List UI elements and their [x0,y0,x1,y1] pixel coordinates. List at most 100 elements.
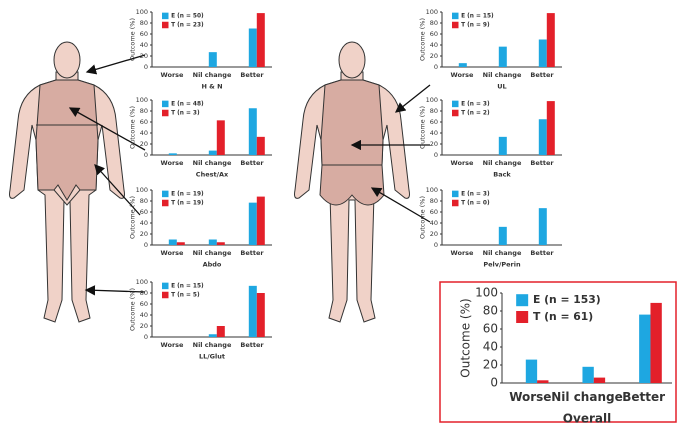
bar [546,13,555,68]
y-axis-label: Outcome (%) [419,106,427,149]
x-tick-label: Better [240,249,264,257]
bar [216,120,225,155]
y-tick-label: 40 [430,219,438,227]
y-tick-label: 0 [434,63,438,71]
x-axis-label: Abdo [203,261,222,269]
y-axis-label: Outcome (%) [459,298,473,377]
x-axis-label: LL/Glut [199,353,225,361]
y-tick-label: 0 [434,151,438,159]
legend-label: E (n = 3) [461,191,490,197]
y-tick-label: 40 [140,129,148,137]
legend-swatch [162,100,169,108]
x-tick-label: Better [530,249,554,257]
y-tick-label: 40 [483,340,498,354]
y-tick-label: 60 [430,30,438,38]
bar [458,63,467,67]
y-tick-label: 60 [430,118,438,126]
y-tick-label: 100 [136,186,148,194]
x-tick-label: Worse [509,390,551,404]
legend-swatch [162,282,169,290]
bar [248,202,257,245]
legend-swatch [452,12,459,20]
bar [537,380,549,383]
y-tick-label: 20 [430,52,438,60]
legend-swatch [452,21,459,29]
bar [216,326,225,337]
x-tick-label: Better [622,390,665,404]
bar [498,136,507,155]
bar [639,314,651,383]
y-tick-label: 80 [430,19,438,27]
bar [248,108,257,155]
y-tick-label: 40 [140,41,148,49]
y-tick-label: 0 [144,63,148,71]
bar [208,334,217,337]
y-tick-label: 0 [434,241,438,249]
x-tick-label: Nil change [483,159,522,167]
y-tick-label: 100 [426,96,438,104]
x-axis-label: Pelv/Perin [483,261,521,269]
y-tick-label: 100 [136,278,148,286]
overall-frame [439,281,677,423]
legend-label: T (n = 9) [461,23,490,29]
x-axis-label: Back [493,171,511,179]
x-tick-label: Nil change [193,159,232,167]
bar [256,136,265,155]
legend-label: E (n = 3) [461,101,490,107]
y-tick-label: 100 [426,8,438,16]
x-tick-label: Worse [451,71,474,79]
legend-label: E (n = 153) [533,293,601,306]
y-tick-label: 60 [140,118,148,126]
legend-swatch [452,190,459,198]
legend-swatch [516,311,529,323]
bar [208,239,217,245]
x-tick-label: Worse [161,249,184,257]
y-axis-label: Outcome (%) [129,196,137,239]
y-tick-label: 80 [140,289,148,297]
bar [168,239,177,245]
y-tick-label: 80 [140,19,148,27]
y-tick-label: 0 [144,241,148,249]
bar [650,302,662,383]
legend-label: T (n = 0) [461,201,490,207]
y-axis-label: Outcome (%) [419,18,427,61]
bar [208,150,217,155]
x-tick-label: Nil change [483,249,522,257]
x-tick-label: Worse [161,71,184,79]
legend-swatch [516,294,529,307]
y-tick-label: 0 [144,151,148,159]
y-tick-label: 60 [140,300,148,308]
legend-label: E (n = 48) [171,101,204,107]
y-tick-label: 0 [490,376,498,390]
arrows [68,54,431,296]
bar [538,39,547,67]
legend-label: E (n = 15) [171,283,204,289]
x-tick-label: Nil change [193,249,232,257]
y-tick-label: 100 [475,286,498,300]
bar [256,13,265,68]
y-tick-label: 40 [140,311,148,319]
bar [525,359,538,383]
bar [176,242,185,245]
x-tick-label: Worse [161,159,184,167]
y-tick-label: 80 [430,197,438,205]
y-tick-label: 20 [430,230,438,238]
x-tick-label: Better [240,159,264,167]
y-tick-label: 60 [430,208,438,216]
y-tick-label: 60 [140,208,148,216]
legend-swatch [162,12,169,20]
x-tick-label: Better [240,341,264,349]
legend-label: T (n = 19) [171,201,204,207]
legend-label: E (n = 50) [171,13,204,19]
y-tick-label: 60 [140,30,148,38]
bar [256,196,265,245]
legend-swatch [452,109,459,117]
y-tick-label: 20 [140,322,148,330]
bar [546,101,555,155]
y-tick-label: 100 [426,186,438,194]
legend-swatch [452,199,459,207]
y-tick-label: 40 [140,219,148,227]
y-tick-label: 20 [140,230,148,238]
bar [248,28,257,67]
